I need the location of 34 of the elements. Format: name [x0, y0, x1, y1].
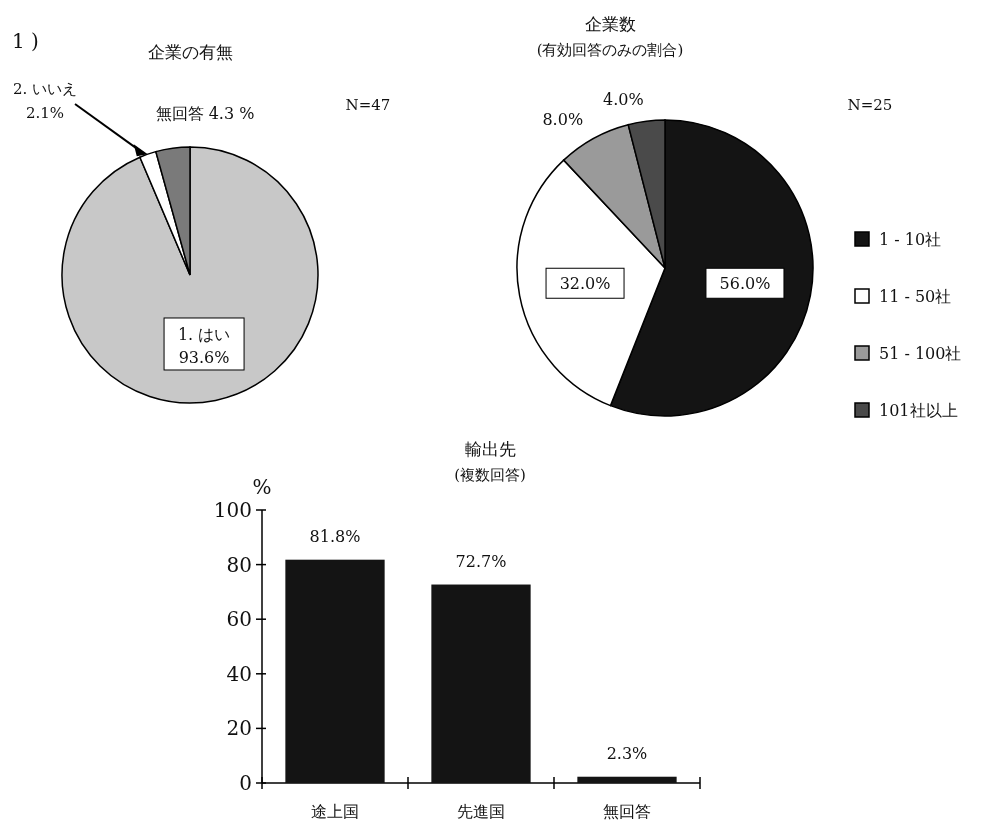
data-label: 8.0% — [542, 110, 584, 130]
x-tick-label: 先進国 — [457, 802, 505, 821]
chart-title: 企業数 — [584, 14, 636, 34]
data-label: 72.7% — [455, 551, 507, 571]
text: 1 ) — [12, 29, 39, 53]
legend-label: 11 - 50社 — [879, 287, 952, 306]
slice-label: 2. いいえ — [12, 80, 78, 98]
text: N=47 — [345, 96, 391, 114]
y-tick-label: 20 — [226, 716, 252, 741]
data-label: 4.0% — [603, 90, 644, 110]
legend-label: 51 - 100社 — [879, 344, 962, 363]
data-label: 56.0% — [719, 274, 771, 294]
data-label: 32.0% — [559, 274, 611, 294]
x-tick-label: 途上国 — [311, 802, 359, 821]
data-label: 2.1% — [25, 104, 65, 122]
y-axis-title: % — [252, 475, 272, 499]
chart-subtitle: (有効回答のみの割合) — [536, 41, 684, 59]
y-tick-label: 80 — [226, 552, 252, 577]
legend-label: 101社以上 — [879, 401, 958, 420]
legend-label: 1 - 10社 — [879, 230, 942, 249]
chart-title: 輸出先 — [464, 439, 516, 459]
y-tick-label: 60 — [226, 607, 252, 632]
data-label: 2.3% — [606, 743, 648, 763]
text: N=25 — [847, 96, 893, 114]
data-label: 81.8% — [309, 526, 361, 546]
y-tick-label: 0 — [239, 771, 252, 795]
chart-title: 企業の有無 — [147, 42, 233, 62]
chart-subtitle: (複数回答) — [454, 466, 526, 484]
x-tick-label: 無回答 — [603, 802, 651, 821]
y-tick-label: 40 — [226, 661, 252, 686]
y-tick-label: 100 — [213, 498, 252, 522]
slice-label: 1. はい — [177, 324, 231, 344]
slice-label: 無回答 4.3 % — [155, 104, 255, 123]
data-label: 93.6% — [178, 347, 230, 367]
